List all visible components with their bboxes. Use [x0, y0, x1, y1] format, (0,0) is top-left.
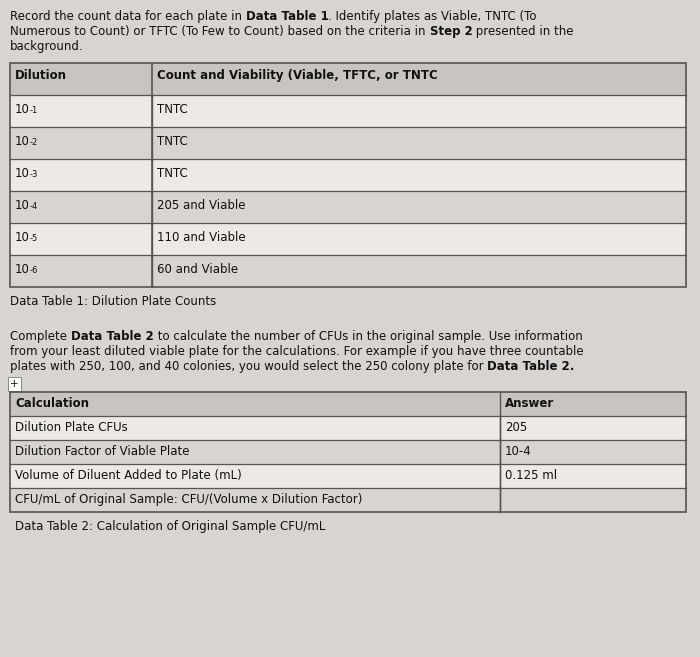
Text: TNTC: TNTC: [157, 135, 188, 148]
Bar: [10, 392, 686, 512]
Text: -5: -5: [30, 234, 38, 243]
Bar: [10, 127, 686, 159]
Bar: [10, 255, 686, 287]
Text: 10: 10: [15, 167, 30, 180]
Text: -2: -2: [30, 138, 38, 147]
Text: CFU/mL of Original Sample: CFU/(Volume x Dilution Factor): CFU/mL of Original Sample: CFU/(Volume x…: [15, 493, 363, 506]
Text: Data Table 1: Dilution Plate Counts: Data Table 1: Dilution Plate Counts: [10, 295, 216, 308]
Text: plates with 250, 100, and 40 colonies, you would select the 250 colony plate for: plates with 250, 100, and 40 colonies, y…: [10, 360, 487, 373]
Text: 10: 10: [15, 199, 30, 212]
Bar: [10, 159, 686, 191]
Bar: [10, 223, 686, 255]
Text: -6: -6: [30, 266, 38, 275]
Text: Count and Viability (Viable, TFTC, or TNTC: Count and Viability (Viable, TFTC, or TN…: [157, 69, 438, 82]
Bar: [10, 488, 686, 512]
Text: 205 and Viable: 205 and Viable: [157, 199, 246, 212]
Text: 10: 10: [15, 135, 30, 148]
Text: Dilution Plate CFUs: Dilution Plate CFUs: [15, 421, 127, 434]
Text: . Identify plates as Viable, TNTC (To: . Identify plates as Viable, TNTC (To: [328, 10, 537, 23]
Bar: [10, 63, 686, 95]
Text: 0.125 ml: 0.125 ml: [505, 469, 557, 482]
Text: Data Table 2: Calculation of Original Sample CFU/mL: Data Table 2: Calculation of Original Sa…: [15, 520, 326, 533]
Text: Data Table 1: Data Table 1: [246, 10, 328, 23]
Bar: [10, 191, 686, 223]
Bar: [10, 392, 686, 416]
Text: Dilution: Dilution: [15, 69, 67, 82]
Text: To: To: [186, 25, 198, 38]
Text: Complete: Complete: [10, 330, 71, 343]
Bar: [10, 416, 686, 440]
Bar: [10, 95, 686, 127]
Bar: [10, 440, 686, 464]
Text: Data Table 2: Data Table 2: [71, 330, 153, 343]
Text: 10: 10: [15, 263, 30, 276]
Text: Record the count data for each plate in: Record the count data for each plate in: [10, 10, 246, 23]
Text: 10: 10: [15, 103, 30, 116]
Text: Data Table 2.: Data Table 2.: [487, 360, 575, 373]
Text: TNTC: TNTC: [157, 103, 188, 116]
Text: Step 2: Step 2: [430, 25, 473, 38]
Text: to calculate the number of CFUs in the original sample. Use information: to calculate the number of CFUs in the o…: [153, 330, 582, 343]
Text: 110 and Viable: 110 and Viable: [157, 231, 246, 244]
Bar: [10, 63, 686, 287]
Text: -3: -3: [30, 170, 38, 179]
Text: -4: -4: [30, 202, 38, 211]
Text: background.: background.: [10, 40, 83, 53]
Text: Numerous to Count) or TFTC (: Numerous to Count) or TFTC (: [10, 25, 186, 38]
Text: 60 and Viable: 60 and Viable: [157, 263, 238, 276]
Text: Few to Count) based on the criteria in: Few to Count) based on the criteria in: [198, 25, 430, 38]
Text: TNTC: TNTC: [157, 167, 188, 180]
Text: Volume of Diluent Added to Plate (mL): Volume of Diluent Added to Plate (mL): [15, 469, 241, 482]
Text: from your least diluted viable plate for the calculations. For example if you ha: from your least diluted viable plate for…: [10, 345, 584, 358]
Text: Calculation: Calculation: [15, 397, 89, 410]
Text: presented in the: presented in the: [473, 25, 574, 38]
Text: -1: -1: [30, 106, 38, 115]
Text: 10: 10: [15, 231, 30, 244]
Text: Answer: Answer: [505, 397, 554, 410]
Bar: [10, 464, 686, 488]
Text: Dilution Factor of Viable Plate: Dilution Factor of Viable Plate: [15, 445, 190, 458]
Text: 205: 205: [505, 421, 527, 434]
Text: 10-4: 10-4: [505, 445, 532, 458]
Text: +: +: [10, 379, 19, 389]
